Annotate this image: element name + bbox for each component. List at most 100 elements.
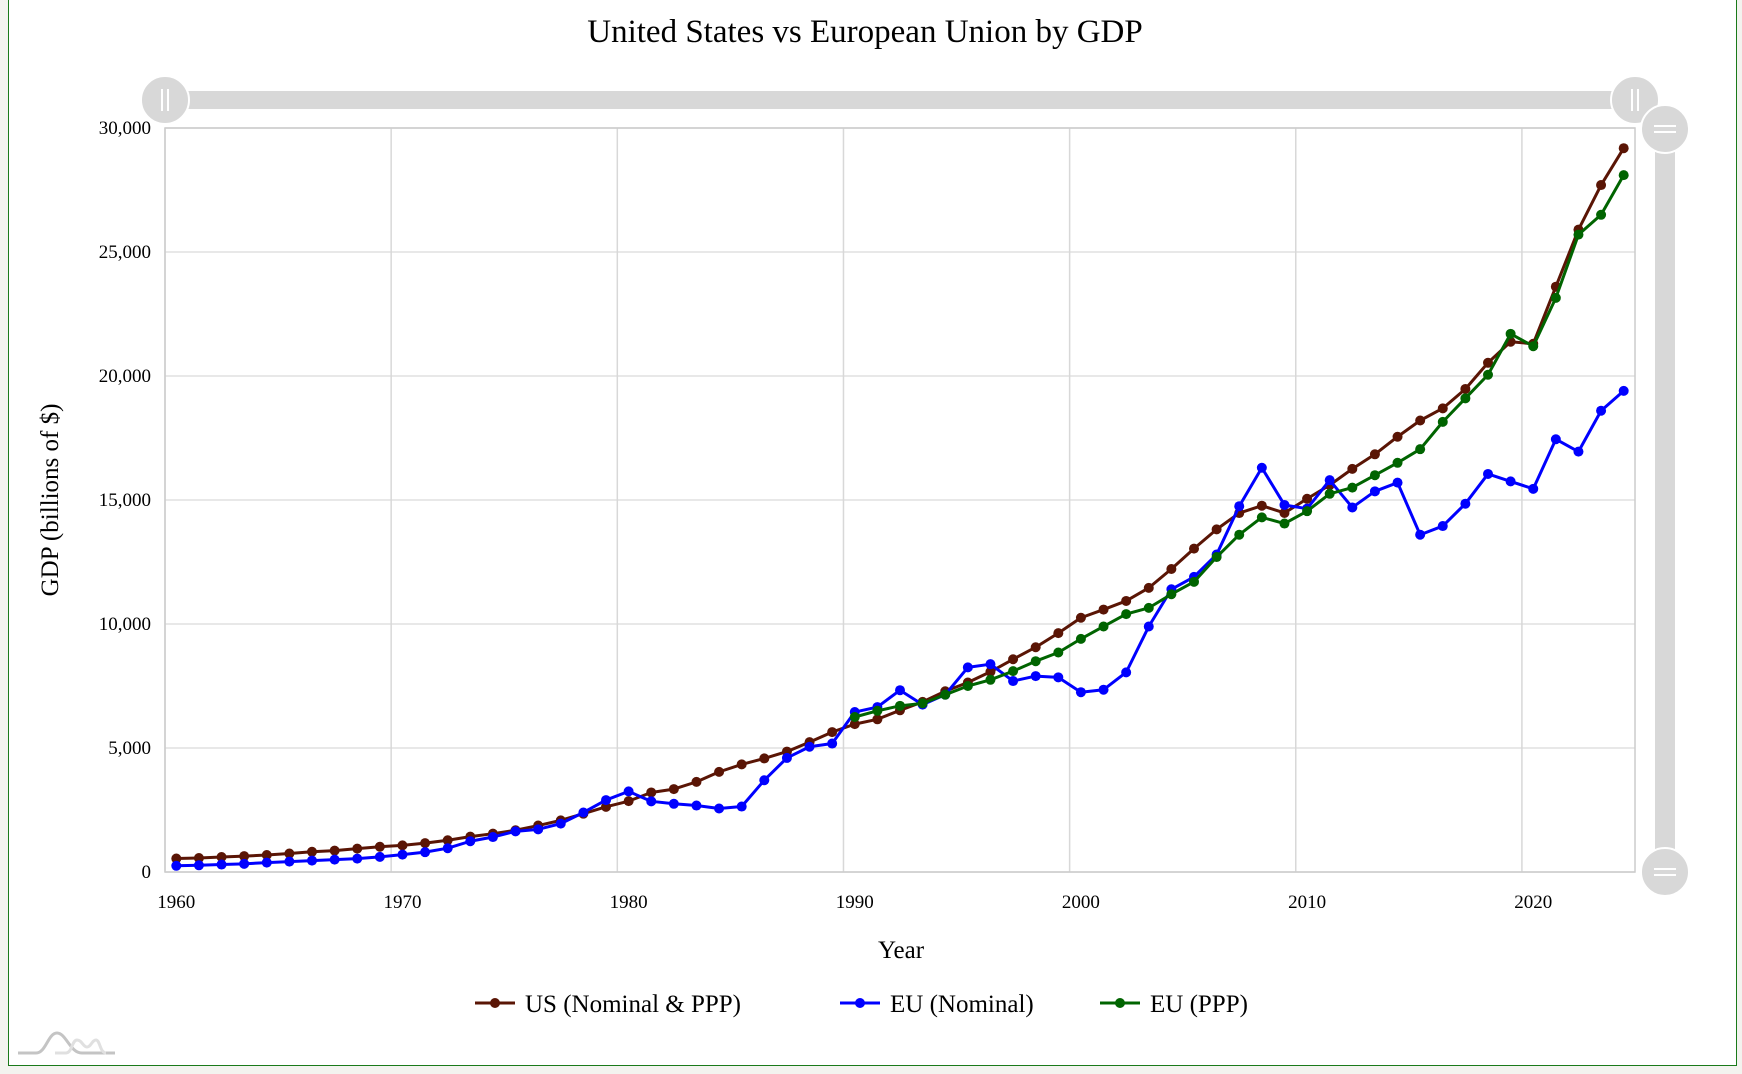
data-point[interactable] [171, 853, 182, 864]
data-point[interactable] [1528, 341, 1539, 352]
data-point[interactable] [1369, 486, 1380, 497]
legend-item[interactable]: US (Nominal & PPP) [475, 991, 741, 1018]
data-point[interactable] [804, 741, 815, 752]
data-point[interactable] [895, 685, 905, 696]
data-point[interactable] [872, 705, 883, 716]
data-point[interactable] [1098, 621, 1109, 632]
data-point[interactable] [352, 853, 363, 864]
data-point[interactable] [1166, 589, 1177, 600]
data-point[interactable] [623, 796, 634, 807]
data-point[interactable] [1415, 415, 1426, 426]
data-point[interactable] [578, 807, 589, 818]
data-point[interactable] [1437, 416, 1448, 427]
data-point[interactable] [1234, 529, 1245, 540]
data-point[interactable] [646, 796, 657, 807]
data-point[interactable] [1279, 518, 1290, 529]
y-slider-track[interactable] [1655, 128, 1675, 872]
data-point[interactable] [1189, 543, 1199, 554]
data-point[interactable] [239, 858, 250, 869]
data-point[interactable] [827, 738, 838, 749]
data-point[interactable] [1053, 672, 1064, 683]
data-point[interactable] [1483, 468, 1493, 479]
data-point[interactable] [1279, 507, 1290, 518]
data-point[interactable] [1483, 357, 1493, 368]
data-point[interactable] [1573, 446, 1584, 457]
data-point[interactable] [1618, 385, 1629, 396]
data-point[interactable] [759, 775, 770, 786]
data-point[interactable] [374, 851, 385, 862]
data-point[interactable] [985, 666, 996, 677]
data-point[interactable] [307, 855, 317, 866]
data-point[interactable] [1121, 595, 1132, 606]
data-point[interactable] [1008, 654, 1019, 665]
data-point[interactable] [1596, 180, 1607, 191]
data-point[interactable] [510, 826, 521, 837]
data-point[interactable] [284, 848, 295, 859]
data-point[interactable] [668, 784, 679, 795]
data-point[interactable] [193, 853, 204, 864]
data-point[interactable] [1460, 393, 1471, 404]
data-point[interactable] [442, 835, 453, 846]
data-point[interactable] [329, 854, 340, 865]
data-point[interactable] [1437, 521, 1448, 532]
data-point[interactable] [1392, 457, 1403, 468]
data-point[interactable] [736, 759, 747, 770]
data-point[interactable] [827, 727, 838, 738]
data-point[interactable] [714, 803, 725, 814]
data-point[interactable] [1143, 602, 1154, 613]
legend-item[interactable]: EU (PPP) [1100, 991, 1248, 1018]
data-point[interactable] [1075, 633, 1086, 644]
data-point[interactable] [1030, 656, 1041, 667]
data-point[interactable] [646, 787, 657, 798]
data-point[interactable] [352, 843, 363, 854]
data-point[interactable] [1369, 449, 1380, 460]
data-point[interactable] [849, 719, 860, 730]
data-point[interactable] [781, 752, 792, 763]
data-point[interactable] [329, 845, 340, 856]
data-point[interactable] [668, 798, 679, 809]
x-slider-start-handle[interactable] [140, 75, 190, 125]
data-point[interactable] [1302, 506, 1313, 517]
data-point[interactable] [284, 856, 295, 867]
x-range-slider[interactable] [140, 75, 1660, 125]
data-point[interactable] [940, 689, 951, 700]
data-point[interactable] [193, 860, 204, 871]
data-point[interactable] [1460, 498, 1471, 509]
data-point[interactable] [533, 824, 544, 835]
y-slider-bottom-handle[interactable] [1640, 847, 1690, 897]
data-point[interactable] [985, 674, 996, 685]
data-point[interactable] [691, 776, 702, 787]
data-point[interactable] [1030, 671, 1041, 682]
data-point[interactable] [397, 840, 408, 851]
data-point[interactable] [601, 795, 611, 806]
data-point[interactable] [917, 698, 928, 709]
data-point[interactable] [1596, 209, 1607, 220]
data-point[interactable] [1143, 582, 1154, 593]
data-point[interactable] [216, 851, 227, 862]
data-point[interactable] [1347, 502, 1358, 513]
data-point[interactable] [1256, 462, 1267, 473]
data-point[interactable] [1618, 143, 1629, 154]
data-point[interactable] [1483, 369, 1493, 380]
data-point[interactable] [487, 832, 498, 843]
y-range-slider[interactable] [1640, 104, 1690, 897]
data-point[interactable] [1008, 676, 1019, 687]
data-point[interactable] [1279, 499, 1290, 510]
data-point[interactable] [1324, 475, 1335, 486]
data-point[interactable] [1234, 501, 1245, 512]
data-point[interactable] [1098, 684, 1109, 695]
data-point[interactable] [1596, 405, 1607, 416]
data-point[interactable] [1347, 482, 1358, 493]
data-point[interactable] [714, 766, 725, 777]
data-point[interactable] [1550, 434, 1561, 445]
data-point[interactable] [872, 714, 883, 725]
data-point[interactable] [307, 846, 317, 857]
data-point[interactable] [1075, 612, 1086, 623]
data-point[interactable] [1618, 170, 1629, 181]
data-point[interactable] [985, 659, 996, 670]
x-slider-track[interactable] [165, 91, 1635, 109]
data-point[interactable] [1369, 470, 1380, 481]
data-point[interactable] [1256, 500, 1267, 511]
data-point[interactable] [1256, 512, 1267, 523]
data-point[interactable] [1166, 564, 1177, 575]
